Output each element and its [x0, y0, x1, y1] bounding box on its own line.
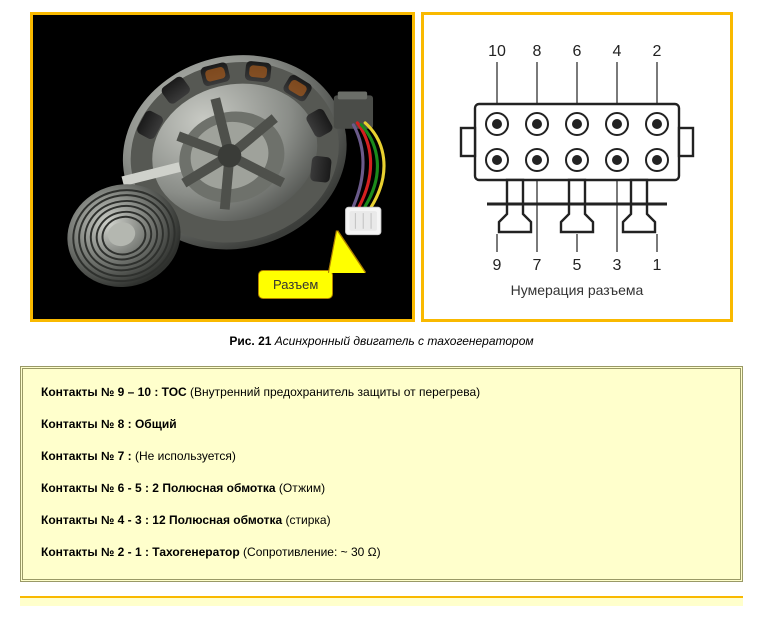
pin-label-9: 9	[493, 257, 502, 274]
contact-row: Контакты № 2 - 1 : Тахогенератор (Сопрот…	[41, 543, 722, 561]
pin-label-7: 7	[533, 257, 542, 274]
pin-label-8: 8	[533, 43, 542, 60]
contacts-info-box: Контакты № 9 – 10 : ТОС (Внутренний пред…	[20, 366, 743, 582]
pin-label-2: 2	[653, 43, 662, 60]
caption-prefix: Рис. 21	[229, 334, 271, 348]
contact-row: Контакты № 6 - 5 : 2 Полюсная обмотка (О…	[41, 479, 722, 497]
figure-caption: Рис. 21 Асинхронный двигатель с тахогене…	[12, 334, 751, 348]
connector-diagram-panel: 10 8 6 4 2	[421, 12, 733, 322]
contact-row: Контакты № 8 : Общий	[41, 415, 722, 433]
bottom-accent-bar	[20, 596, 743, 606]
contact-row: Контакты № 4 - 3 : 12 Полюсная обмотка (…	[41, 511, 722, 529]
connector-caption: Нумерация разъема	[511, 282, 644, 298]
pin-label-4: 4	[613, 43, 622, 60]
pin-label-6: 6	[573, 43, 582, 60]
figure-row: Разъем 10 8 6 4 2	[12, 12, 751, 322]
callout-label: Разъем	[273, 277, 318, 292]
motor-photo-panel: Разъем	[30, 12, 415, 322]
pin-label-3: 3	[613, 257, 622, 274]
pin-label-10: 10	[488, 43, 506, 60]
caption-text: Асинхронный двигатель с тахогенератором	[275, 334, 534, 348]
contact-row: Контакты № 7 : (Не используется)	[41, 447, 722, 465]
connector-diagram: 10 8 6 4 2	[447, 36, 707, 276]
motor-illustration	[33, 15, 412, 319]
pin-label-1: 1	[653, 257, 662, 274]
pin-label-5: 5	[573, 257, 582, 274]
contact-row: Контакты № 9 – 10 : ТОС (Внутренний пред…	[41, 383, 722, 401]
connector-callout: Разъем	[258, 270, 333, 299]
